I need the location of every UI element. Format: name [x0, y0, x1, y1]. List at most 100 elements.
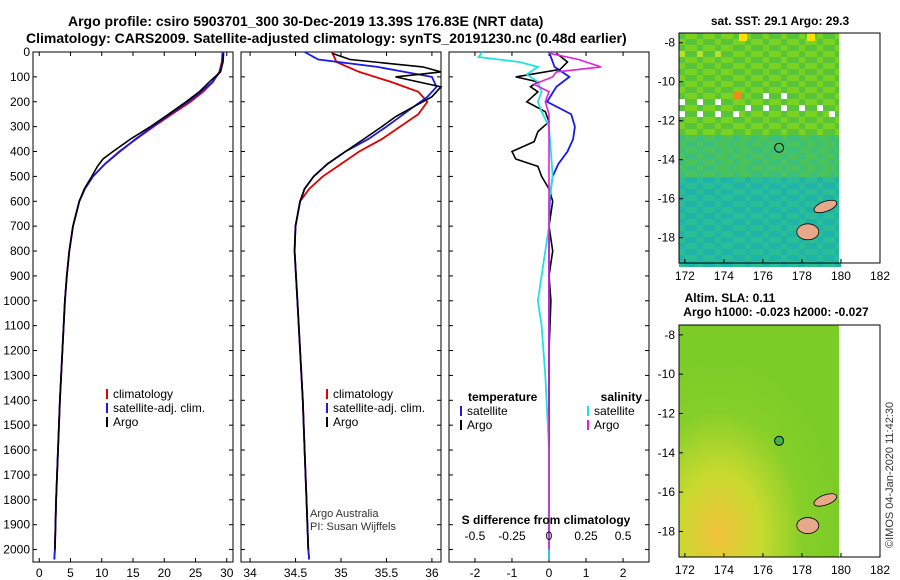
sst-cell — [781, 51, 787, 57]
sst-cell — [739, 129, 745, 135]
diff-secondary-tick-label: 0.25 — [574, 529, 598, 543]
sst-cell — [835, 177, 841, 183]
sst-cell — [679, 261, 685, 267]
sst-cell — [691, 207, 697, 213]
sst-cell — [703, 189, 709, 195]
sst-cell — [775, 69, 781, 75]
sst-cell — [721, 39, 727, 45]
sst-cell — [721, 189, 727, 195]
sst-cell — [793, 57, 799, 63]
sst-cell — [709, 99, 715, 105]
sst-cell — [709, 165, 715, 171]
sst-cell — [817, 99, 823, 105]
sst-cell — [697, 171, 703, 177]
sst-cell — [745, 123, 751, 129]
sst-cell — [829, 255, 835, 261]
sst-cell — [829, 63, 835, 69]
sst-cell — [745, 99, 751, 105]
sst-cell — [751, 87, 757, 93]
sst-cell — [829, 153, 835, 159]
sst-cell — [829, 243, 835, 249]
sst-cell — [757, 243, 763, 249]
sst-cell — [751, 63, 757, 69]
sst-cell — [799, 33, 805, 39]
sst-cell — [679, 159, 685, 165]
sst-cell — [835, 45, 841, 51]
sst-cell — [739, 51, 745, 57]
sst-cell — [805, 189, 811, 195]
sst-cell — [829, 249, 835, 255]
sst-cell — [703, 117, 709, 123]
sst-cell — [763, 81, 769, 87]
sst-cell — [733, 255, 739, 261]
sst-cell — [697, 75, 703, 81]
sst-cell — [787, 231, 793, 237]
sst-cell — [757, 129, 763, 135]
sst-cell — [829, 117, 835, 123]
sst-cell — [829, 57, 835, 63]
sst-cell — [799, 201, 805, 207]
sst-cell — [805, 105, 811, 111]
sst-cell — [757, 111, 763, 117]
sst-cell — [811, 207, 817, 213]
sst-cell — [781, 249, 787, 255]
sst-cell — [787, 33, 793, 39]
sst-cell — [679, 201, 685, 207]
sst-cell — [679, 219, 685, 225]
sst-cell — [721, 117, 727, 123]
sst-cell — [679, 39, 685, 45]
sst-cell — [829, 51, 835, 57]
sst-cell — [817, 207, 823, 213]
sst-cell — [757, 45, 763, 51]
sst-cell — [703, 63, 709, 69]
sst-cell — [781, 105, 787, 111]
sst-cell — [787, 237, 793, 243]
sst-cell — [757, 255, 763, 261]
sst-cell — [745, 45, 751, 51]
sst-cell — [733, 219, 739, 225]
sst-cell — [787, 63, 793, 69]
sst-cell — [799, 123, 805, 129]
sst-cell — [715, 237, 721, 243]
sst-cell — [829, 93, 835, 99]
sst-cell — [733, 237, 739, 243]
sst-cell — [721, 81, 727, 87]
sst-cell — [793, 87, 799, 93]
sst-cell — [787, 129, 793, 135]
sst-cell — [739, 189, 745, 195]
sst-cell — [739, 117, 745, 123]
sst-cell — [727, 165, 733, 171]
sst-cell — [733, 261, 739, 267]
sst-cell — [781, 81, 787, 87]
sst-cell — [763, 105, 769, 111]
sst-cell — [697, 39, 703, 45]
sst-cell — [817, 135, 823, 141]
sst-cell — [751, 123, 757, 129]
sst-cell — [703, 39, 709, 45]
sst-cell — [697, 261, 703, 267]
sst-cell — [709, 39, 715, 45]
sst-cell — [745, 117, 751, 123]
sst-cell — [745, 159, 751, 165]
sst-cell — [823, 135, 829, 141]
sst-cell — [685, 225, 691, 231]
sst-cell — [799, 255, 805, 261]
sst-cell — [679, 141, 685, 147]
sst-cell — [775, 153, 781, 159]
sst-cell — [799, 105, 805, 111]
diff-legend-label-temperature: Argo — [467, 418, 493, 432]
sst-cell — [775, 207, 781, 213]
map-y-tick-label: -14 — [658, 153, 676, 167]
sst-cell — [685, 213, 691, 219]
sst-cell — [691, 69, 697, 75]
sst-cell — [793, 231, 799, 237]
sst-cell — [691, 195, 697, 201]
sst-cell — [715, 255, 721, 261]
sst-cell — [703, 195, 709, 201]
sst-cell — [769, 171, 775, 177]
sst-cell — [697, 33, 703, 39]
sst-cell — [817, 123, 823, 129]
sst-cell — [763, 33, 769, 39]
sst-cell — [745, 57, 751, 63]
sst-cell — [829, 147, 835, 153]
